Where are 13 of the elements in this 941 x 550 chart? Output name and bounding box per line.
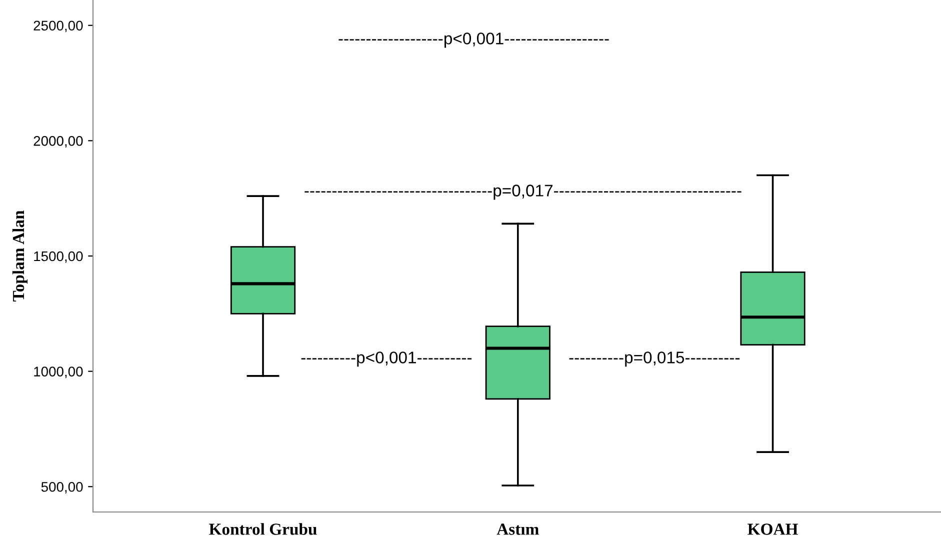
y-tick-label: 2000,00 [34, 136, 83, 148]
y-axis-title: Toplam Alan [12, 210, 28, 302]
y-tick-label: 500,00 [41, 482, 83, 494]
annotation: -------------------p<0,001------------------- [338, 32, 609, 48]
y-tick-label: 2500,00 [34, 20, 83, 32]
annotation: ----------p=0,015---------- [569, 352, 740, 367]
y-tick-label: 1500,00 [34, 251, 83, 263]
x-tick-label: Astım [496, 524, 539, 535]
x-tick-label: Kontrol Grubu [209, 523, 317, 535]
x-tick-label: KOAH [748, 524, 798, 535]
y-tick-label: 1000,00 [34, 366, 83, 378]
annotation: ----------p<0,001---------- [301, 352, 472, 367]
annotation: ----------------------------------p=0,017---------------------------------- [304, 184, 742, 200]
